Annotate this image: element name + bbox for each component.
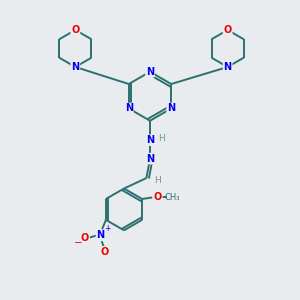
Text: O: O	[71, 25, 80, 35]
Text: +: +	[104, 224, 110, 233]
Text: N: N	[167, 103, 175, 113]
Text: N: N	[71, 62, 80, 72]
Text: CH₃: CH₃	[164, 193, 180, 202]
Text: O: O	[224, 25, 232, 35]
Text: O: O	[81, 233, 89, 243]
Text: N: N	[97, 230, 105, 240]
Text: N: N	[125, 103, 133, 113]
Text: O: O	[100, 247, 108, 257]
Text: N: N	[146, 67, 154, 77]
Text: H: H	[154, 176, 161, 185]
Text: −: −	[74, 238, 83, 248]
Text: N: N	[146, 154, 154, 164]
Text: N: N	[224, 62, 232, 72]
Text: O: O	[154, 193, 162, 202]
Text: H: H	[158, 134, 165, 143]
Text: N: N	[146, 135, 154, 145]
